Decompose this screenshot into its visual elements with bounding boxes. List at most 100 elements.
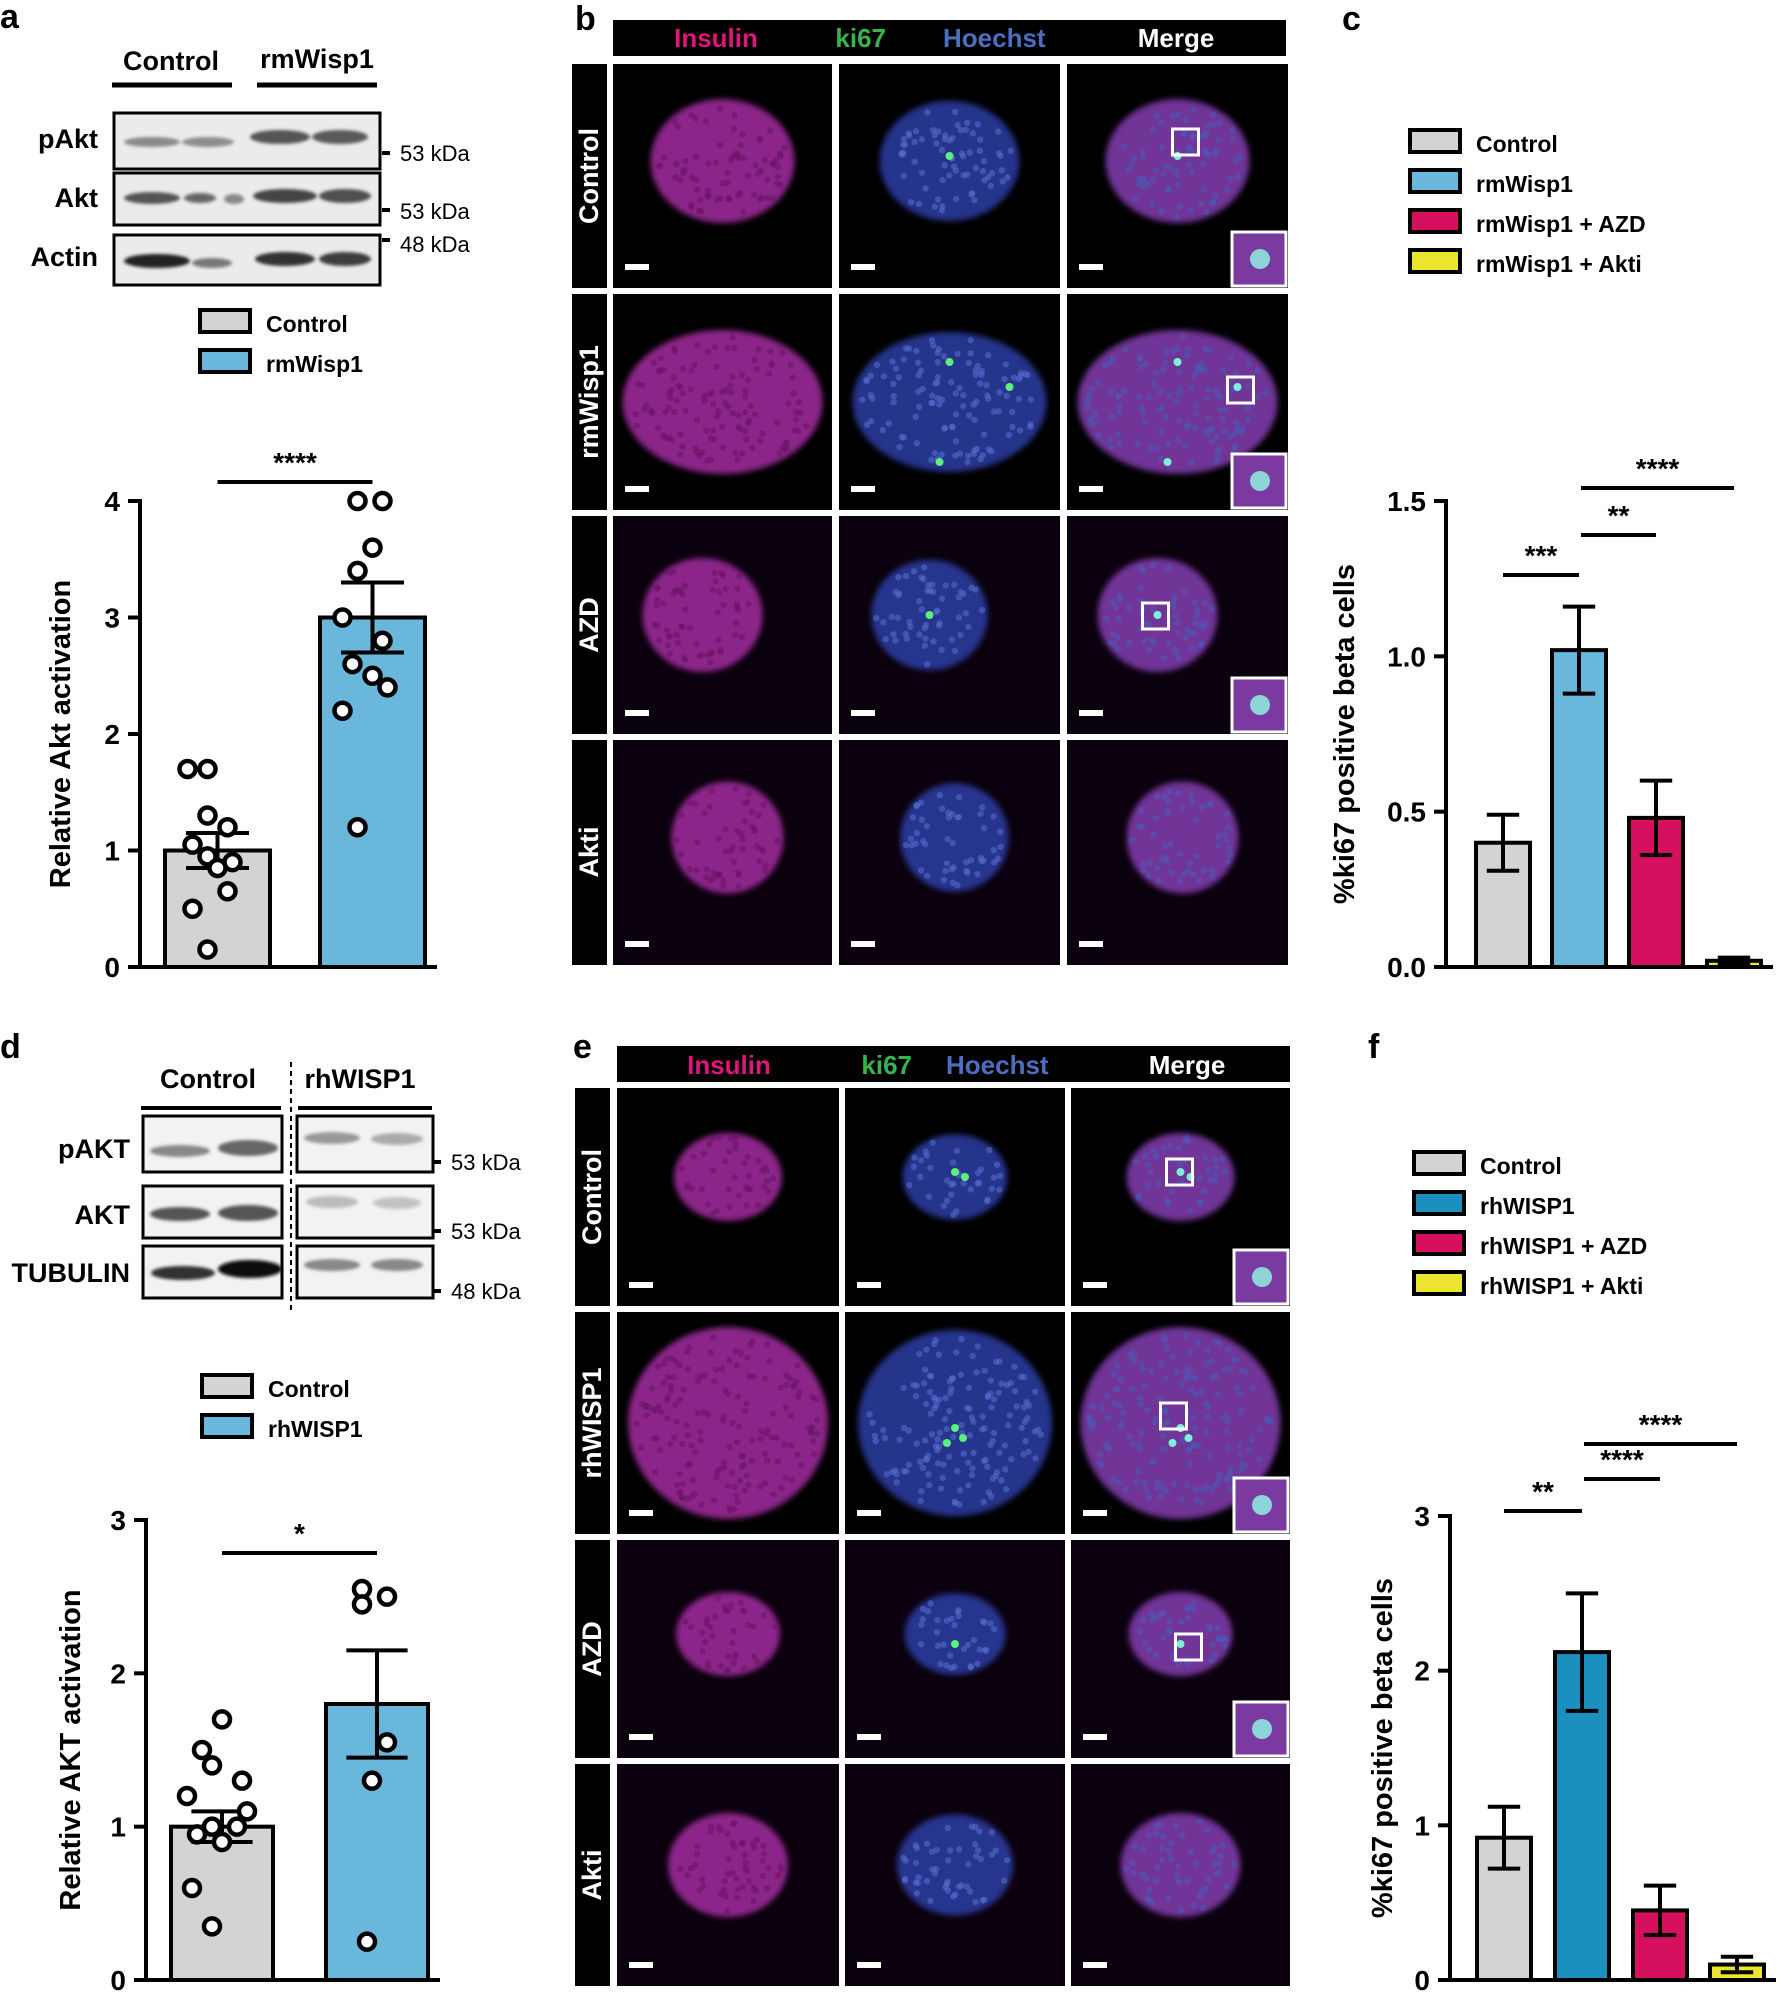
cell-nucleus — [1254, 393, 1261, 401]
cell-nucleus — [880, 373, 888, 380]
cell-nucleus — [1219, 1842, 1226, 1849]
cell-nucleus — [1202, 1155, 1209, 1162]
cell-nucleus — [1088, 385, 1095, 393]
cell-nucleus — [1187, 629, 1194, 636]
blot-a-marker: 53 kDa — [400, 141, 470, 166]
cell-nucleus — [1198, 360, 1205, 368]
cell-nucleus — [1137, 1628, 1144, 1636]
cell-nucleus — [1110, 1476, 1117, 1484]
cell-nucleus — [1196, 1893, 1203, 1900]
cell-nucleus — [739, 1840, 746, 1847]
cell-nucleus — [988, 1828, 996, 1836]
cell-nucleus — [1211, 1156, 1219, 1163]
cell-nucleus — [1218, 1636, 1225, 1643]
cell-nucleus — [650, 359, 658, 366]
cell-nucleus — [655, 637, 663, 644]
cell-nucleus — [1203, 208, 1210, 215]
cell-nucleus — [931, 203, 938, 210]
legend-swatch — [1412, 1270, 1466, 1296]
cell-nucleus — [708, 1135, 716, 1142]
cell-nucleus — [717, 1663, 725, 1670]
cell-nucleus — [719, 877, 727, 884]
cell-nucleus — [1150, 561, 1157, 569]
cell-nucleus — [954, 1467, 961, 1475]
cell-nucleus — [1154, 1180, 1162, 1188]
cell-nucleus — [996, 1172, 1004, 1180]
cell-nucleus — [1143, 1875, 1150, 1882]
micrograph-b-r3-c0 — [613, 740, 832, 965]
cell-nucleus — [1193, 367, 1201, 374]
cell-nucleus — [1174, 437, 1182, 444]
cell-nucleus — [1025, 1402, 1033, 1409]
cell-nucleus — [885, 420, 893, 427]
data-point — [177, 758, 198, 780]
cell-nucleus — [913, 1890, 921, 1897]
cell-nucleus — [918, 606, 925, 613]
cell-nucleus — [1177, 877, 1184, 884]
cell-nucleus — [1236, 1442, 1243, 1449]
cell-nucleus — [724, 344, 731, 352]
panel-letter-d: d — [0, 1028, 21, 1066]
cell-nucleus — [757, 436, 764, 444]
cell-nucleus — [1199, 133, 1206, 140]
cell-nucleus — [774, 163, 781, 170]
data-point — [361, 1770, 383, 1791]
ki67-spot — [1184, 1434, 1193, 1442]
cell-nucleus — [955, 594, 963, 601]
cell-nucleus — [708, 787, 715, 794]
cell-nucleus — [1244, 381, 1251, 389]
cell-nucleus — [919, 1616, 926, 1623]
cell-nucleus — [976, 136, 984, 143]
cell-nucleus — [1177, 850, 1184, 858]
cell-nucleus — [1248, 1436, 1256, 1443]
cell-nucleus — [744, 376, 752, 384]
islet-merge-texture — [1103, 561, 1215, 662]
cell-nucleus — [764, 1426, 771, 1434]
ki67-spot — [945, 152, 954, 160]
cell-nucleus — [978, 606, 986, 614]
cell-nucleus — [907, 623, 914, 631]
cell-nucleus — [704, 1201, 712, 1208]
cell-nucleus — [722, 387, 730, 394]
cell-nucleus — [734, 827, 741, 835]
cell-nucleus — [794, 1393, 802, 1401]
cell-nucleus — [923, 1152, 930, 1159]
data-point — [231, 1770, 253, 1791]
legend-swatch — [1408, 168, 1462, 194]
cell-nucleus — [1090, 1402, 1097, 1410]
cell-nucleus — [1186, 860, 1193, 867]
cell-nucleus — [919, 385, 926, 393]
cell-nucleus — [982, 1456, 989, 1463]
cell-nucleus — [1125, 604, 1132, 612]
cell-nucleus — [732, 785, 739, 792]
cell-nucleus — [760, 1842, 767, 1850]
cell-nucleus — [751, 357, 758, 364]
cell-nucleus — [976, 380, 984, 387]
cell-nucleus — [787, 1412, 795, 1419]
cell-nucleus — [687, 1864, 695, 1872]
cell-nucleus — [735, 883, 742, 890]
cell-nucleus — [1191, 1424, 1198, 1431]
cell-nucleus — [724, 1390, 732, 1397]
cell-nucleus — [981, 1367, 988, 1374]
data-point — [372, 630, 393, 652]
cell-nucleus — [1189, 147, 1197, 155]
y-tick-label: 4 — [104, 486, 120, 517]
cell-nucleus — [663, 1355, 670, 1362]
cell-nucleus — [1213, 432, 1221, 440]
cell-nucleus — [1132, 1158, 1139, 1165]
cell-nucleus — [1150, 1147, 1157, 1155]
cell-nucleus — [635, 380, 642, 388]
cell-nucleus — [924, 1607, 932, 1615]
cell-nucleus — [745, 1172, 753, 1180]
cell-nucleus — [995, 408, 1002, 415]
cell-nucleus — [1165, 797, 1172, 805]
cell-nucleus — [773, 837, 781, 845]
cell-nucleus — [761, 1450, 769, 1458]
ki67-spot — [1233, 383, 1242, 391]
cell-nucleus — [1152, 167, 1159, 174]
cell-nucleus — [1166, 788, 1173, 795]
cell-nucleus — [1110, 354, 1117, 362]
cell-nucleus — [752, 1887, 760, 1894]
cell-nucleus — [748, 808, 756, 816]
